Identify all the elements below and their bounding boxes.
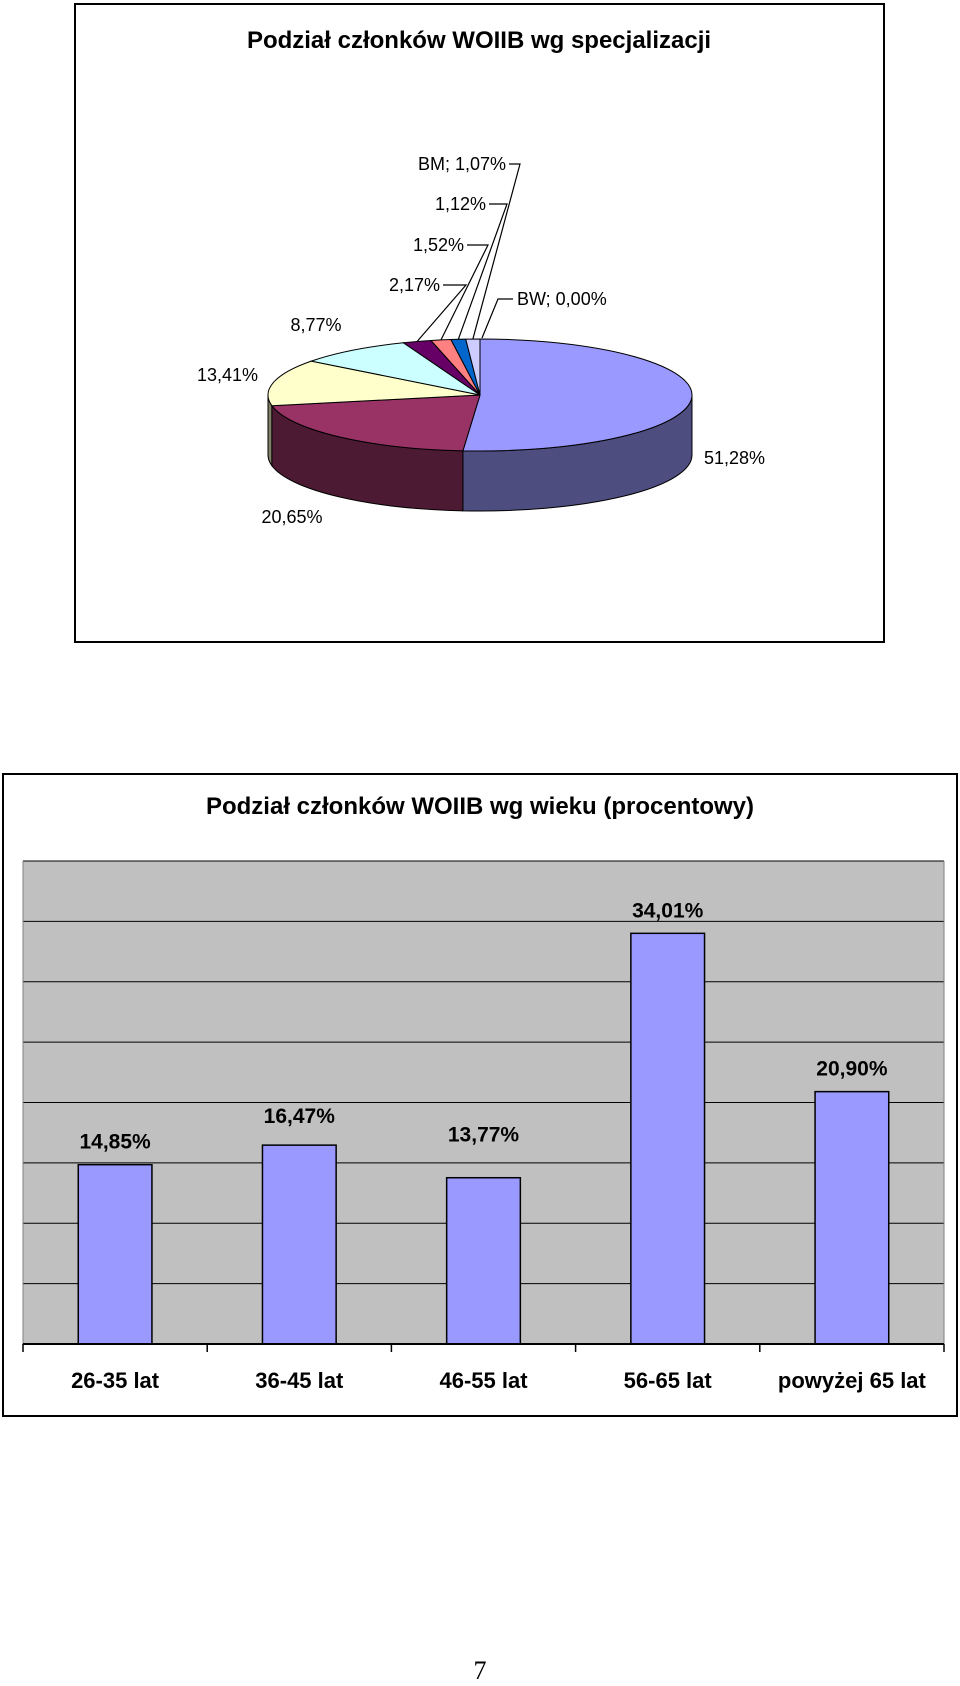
x-tick-label-2: 46-55 lat [439,1368,528,1393]
bar-1 [261,1144,337,1345]
x-tick-label-1: 36-45 lat [255,1368,344,1393]
bar-0 [77,1163,153,1345]
pie-slice-3 [309,342,481,396]
pie-label-5: 1,52% [413,235,464,255]
pie-label-3: 8,77% [290,315,341,335]
pie-chart-specialization: Podział członków WOIIB wg specjalizacji … [74,3,885,643]
x-tick-label-4: powyżej 65 lat [778,1368,927,1393]
bar-chart-svg: Podział członków WOIIB wg wieku (procent… [22,793,945,1393]
bar-chart-title: Podział członków WOIIB wg wieku (procent… [206,793,754,820]
pie-chart-title: Podział członków WOIIB wg specjalizacji [247,27,711,54]
pie-slice-1 [270,394,481,452]
pie-label-1: 20,65% [261,507,322,527]
pie-label-7: BM; 1,07% [418,154,506,174]
x-tick-label-3: 56-65 lat [624,1368,713,1393]
pie-leader-8 [481,298,513,339]
bar-value-label-1: 16,47% [264,1105,336,1128]
bar-chart-age: Podział członków WOIIB wg wieku (procent… [2,773,958,1417]
pie-label-8: BW; 0,00% [517,289,607,309]
pie-leader-5 [440,244,489,341]
pie-slice-2 [267,360,481,407]
bar-value-label-4: 20,90% [816,1058,888,1081]
pie-leader-7 [472,163,521,340]
page-number: 7 [473,1656,487,1685]
pie-label-0: 51,28% [704,448,765,468]
pie-leader-4 [416,284,468,342]
bar-4 [814,1090,890,1345]
pie-label-4: 2,17% [389,275,440,295]
bar-value-label-0: 14,85% [79,1131,151,1154]
pie-chart-svg: Podział członków WOIIB wg specjalizacji … [197,27,765,527]
pie-slice-0 [462,338,693,452]
x-tick-label-0: 26-35 lat [71,1368,160,1393]
bar-3 [630,932,706,1345]
bar-value-label-3: 34,01% [632,899,704,922]
bar-value-label-2: 13,77% [448,1124,520,1147]
pie-label-6: 1,12% [435,194,486,214]
pie-leader-6 [457,203,508,340]
bar-2 [445,1176,522,1345]
pie-label-2: 13,41% [197,365,258,385]
